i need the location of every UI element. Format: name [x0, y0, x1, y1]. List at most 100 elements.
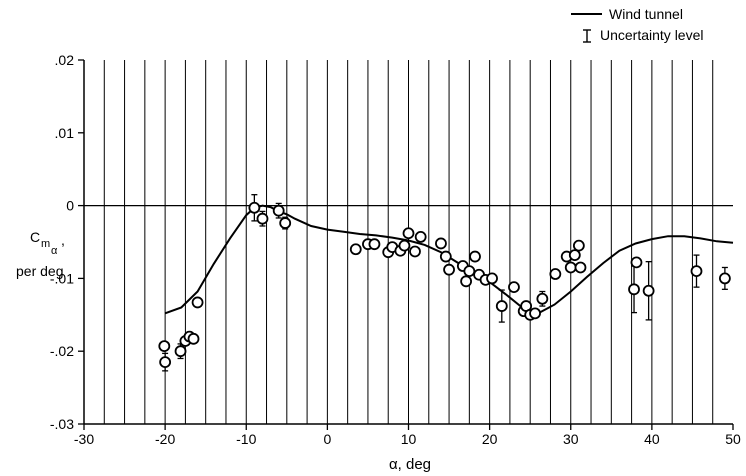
- data-point: [279, 216, 292, 230]
- data-point-marker: [158, 340, 171, 353]
- data-point: [158, 340, 171, 353]
- data-point-marker: [368, 238, 381, 251]
- y-label-sub-m: m: [41, 238, 50, 250]
- data-point: [368, 238, 381, 251]
- data-point-marker: [568, 249, 581, 262]
- data-point-marker: [574, 261, 587, 274]
- data-point: [272, 202, 285, 219]
- data-point: [508, 281, 520, 294]
- x-tick-label: -20: [155, 431, 175, 447]
- data-point: [443, 263, 455, 276]
- data-point: [159, 352, 172, 372]
- data-point: [439, 250, 452, 263]
- x-tick-label: 50: [725, 431, 741, 447]
- data-point-marker: [536, 292, 549, 305]
- legend: Wind tunnel Uncertainty level: [571, 6, 704, 43]
- y-tick-label: -.02: [50, 343, 74, 359]
- y-label-symbol: C: [30, 229, 40, 245]
- data-point-marker: [174, 345, 187, 358]
- data-point: [191, 296, 204, 309]
- y-tick-label: .02: [55, 52, 75, 68]
- data-point: [564, 261, 577, 274]
- data-point-marker: [564, 261, 577, 274]
- data-point: [435, 237, 447, 250]
- data-point: [630, 256, 643, 269]
- data-point: [460, 275, 472, 288]
- y-axis-ticks: -.03 -.02 -.01 0 .01 .02: [50, 52, 84, 432]
- y-label-unit: per deg: [16, 263, 63, 279]
- data-point-marker: [409, 245, 421, 258]
- data-point-marker: [414, 231, 427, 243]
- data-point: [402, 227, 415, 240]
- x-tick-label: -30: [74, 431, 94, 447]
- data-point-marker: [463, 265, 476, 278]
- y-tick-label: -.01: [50, 270, 74, 286]
- data-point: [349, 243, 362, 256]
- data-point-marker: [572, 239, 585, 252]
- x-axis-label: α, deg: [389, 456, 431, 473]
- data-point-marker: [349, 243, 362, 256]
- data-point: [549, 268, 562, 280]
- legend-bar-swatch: [583, 29, 591, 43]
- data-point: [572, 239, 585, 252]
- y-tick-label: -.03: [50, 416, 74, 432]
- data-point-marker: [529, 307, 541, 320]
- data-point-marker: [469, 250, 481, 263]
- data-point: [414, 231, 427, 243]
- data-point-marker: [272, 204, 285, 217]
- data-point: [463, 265, 476, 278]
- x-tick-label: 0: [323, 431, 331, 447]
- data-point: [568, 249, 581, 262]
- data-point-marker: [439, 250, 452, 263]
- data-point: [409, 245, 421, 258]
- data-point-marker: [460, 275, 472, 288]
- data-point-marker: [486, 272, 498, 285]
- legend-line-label: Wind tunnel: [609, 6, 683, 22]
- data-point-marker: [398, 239, 411, 252]
- x-tick-label: 20: [482, 431, 498, 447]
- data-point-marker: [642, 284, 655, 297]
- data-point-marker: [690, 265, 703, 278]
- data-point: [718, 266, 731, 290]
- data-point-marker: [159, 356, 172, 369]
- data-point: [690, 254, 703, 288]
- data-point: [642, 261, 655, 321]
- data-point: [187, 332, 200, 345]
- data-point-marker: [435, 237, 447, 250]
- data-point-marker: [718, 272, 731, 285]
- y-label-comma: ,: [61, 232, 65, 248]
- legend-bar-label: Uncertainty level: [600, 27, 704, 43]
- data-point-marker: [443, 263, 455, 276]
- y-label-sub-alpha: α: [51, 245, 58, 257]
- flight-data-series: [158, 194, 731, 372]
- data-point-marker: [248, 201, 261, 214]
- x-tick-label: 10: [401, 431, 417, 447]
- data-point-marker: [191, 296, 204, 309]
- data-point: [469, 250, 481, 263]
- y-tick-label: .01: [55, 125, 75, 141]
- data-point: [248, 194, 261, 222]
- data-point: [628, 265, 640, 314]
- data-point: [398, 239, 411, 252]
- data-point-marker: [628, 283, 640, 296]
- x-tick-label: 40: [644, 431, 660, 447]
- data-point: [536, 290, 549, 307]
- data-point-marker: [402, 227, 415, 240]
- y-axis-label: C m α , per deg: [16, 229, 65, 279]
- data-point: [256, 210, 269, 227]
- data-point-marker: [187, 332, 200, 345]
- y-tick-label: 0: [66, 198, 74, 214]
- data-point-marker: [279, 217, 292, 229]
- x-tick-label: -10: [236, 431, 256, 447]
- data-point-marker: [495, 300, 508, 312]
- data-point-marker: [256, 212, 269, 225]
- data-point-marker: [630, 256, 643, 269]
- x-tick-label: 30: [563, 431, 579, 447]
- data-point: [574, 261, 587, 274]
- data-point: [529, 307, 541, 320]
- data-point-marker: [508, 281, 520, 294]
- data-point: [486, 272, 498, 285]
- data-point-marker: [549, 268, 562, 280]
- x-axis-ticks: -30 -20 -10 0 10 20 30 40 50: [74, 424, 741, 447]
